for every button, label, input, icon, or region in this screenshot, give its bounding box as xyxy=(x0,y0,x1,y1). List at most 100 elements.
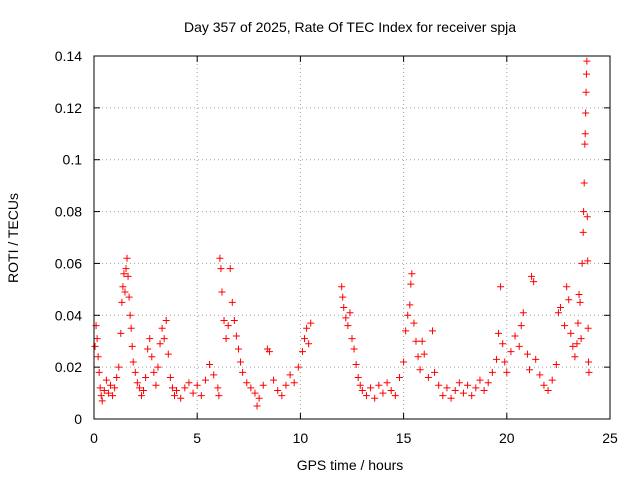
data-point xyxy=(127,324,135,332)
data-point xyxy=(517,322,525,330)
data-point xyxy=(282,381,290,389)
chart-title: Day 357 of 2025, Rate Of TEC Index for r… xyxy=(184,19,516,35)
data-point xyxy=(358,386,366,394)
data-point xyxy=(94,353,102,361)
data-point xyxy=(582,109,590,117)
data-point xyxy=(135,384,143,392)
data-point xyxy=(569,342,577,350)
data-point xyxy=(140,386,148,394)
data-point xyxy=(383,379,391,387)
data-point xyxy=(468,392,476,400)
data-point xyxy=(339,293,347,301)
data-point xyxy=(395,374,403,382)
data-point xyxy=(160,335,168,343)
data-point xyxy=(554,309,562,317)
data-point xyxy=(96,384,104,392)
data-point xyxy=(472,384,480,392)
data-point xyxy=(459,389,467,397)
y-axis-label: ROTI / TECUs xyxy=(5,193,21,283)
data-point xyxy=(484,379,492,387)
data-point xyxy=(556,304,564,312)
data-point xyxy=(540,381,548,389)
data-point xyxy=(128,342,136,350)
data-point xyxy=(251,389,259,397)
data-point xyxy=(548,376,556,384)
data-point xyxy=(451,386,459,394)
data-point xyxy=(584,257,592,265)
data-point xyxy=(576,298,584,306)
data-point xyxy=(578,259,586,267)
data-point xyxy=(579,228,587,236)
data-point xyxy=(583,57,591,65)
data-point xyxy=(301,335,309,343)
data-point xyxy=(152,381,160,389)
data-point xyxy=(536,371,544,379)
data-point xyxy=(338,283,346,291)
data-point xyxy=(97,392,105,400)
data-point xyxy=(439,392,447,400)
data-point xyxy=(408,270,416,278)
data-point xyxy=(124,272,132,280)
data-point xyxy=(532,355,540,363)
data-point xyxy=(515,342,523,350)
data-point xyxy=(402,327,410,335)
data-point xyxy=(230,316,238,324)
data-point xyxy=(274,386,282,394)
data-point xyxy=(115,363,123,371)
data-point xyxy=(561,322,569,330)
data-point xyxy=(375,381,383,389)
data-point xyxy=(91,342,99,350)
y-tick-label: 0.04 xyxy=(55,307,82,323)
data-point xyxy=(511,332,519,340)
x-tick-label: 5 xyxy=(193,430,201,446)
data-point xyxy=(526,366,534,374)
data-point xyxy=(412,337,420,345)
data-point xyxy=(567,329,575,337)
data-point xyxy=(585,368,593,376)
data-point xyxy=(253,402,261,410)
plot-frame xyxy=(93,55,611,420)
data-point xyxy=(344,322,352,330)
data-point xyxy=(217,265,225,273)
data-point xyxy=(142,374,150,382)
data-point xyxy=(148,353,156,361)
data-point xyxy=(210,371,218,379)
x-tick-label: 0 xyxy=(90,430,98,446)
data-point xyxy=(400,358,408,366)
data-point xyxy=(575,291,583,299)
data-point xyxy=(571,353,579,361)
data-point xyxy=(431,368,439,376)
data-point xyxy=(464,381,472,389)
data-point xyxy=(122,265,130,273)
data-point xyxy=(247,384,255,392)
data-point xyxy=(416,366,424,374)
data-point xyxy=(582,70,590,78)
data-point xyxy=(581,130,589,138)
data-point xyxy=(197,392,205,400)
data-point xyxy=(362,392,370,400)
data-point xyxy=(574,319,582,327)
data-point xyxy=(391,392,399,400)
data-point xyxy=(410,319,418,327)
data-points xyxy=(91,57,593,410)
data-point xyxy=(404,311,412,319)
data-point xyxy=(164,350,172,358)
data-point xyxy=(118,298,126,306)
data-point xyxy=(573,340,581,348)
data-point xyxy=(379,389,387,397)
data-point xyxy=(93,335,101,343)
data-point xyxy=(95,368,103,376)
data-point xyxy=(585,358,593,366)
data-point xyxy=(290,379,298,387)
data-point xyxy=(420,350,428,358)
data-point xyxy=(519,309,527,317)
data-point xyxy=(354,374,362,382)
data-point xyxy=(580,179,588,187)
y-tick-label: 0.14 xyxy=(55,48,82,64)
data-point xyxy=(201,376,209,384)
data-point xyxy=(581,140,589,148)
data-point xyxy=(492,355,500,363)
data-point xyxy=(162,316,170,324)
